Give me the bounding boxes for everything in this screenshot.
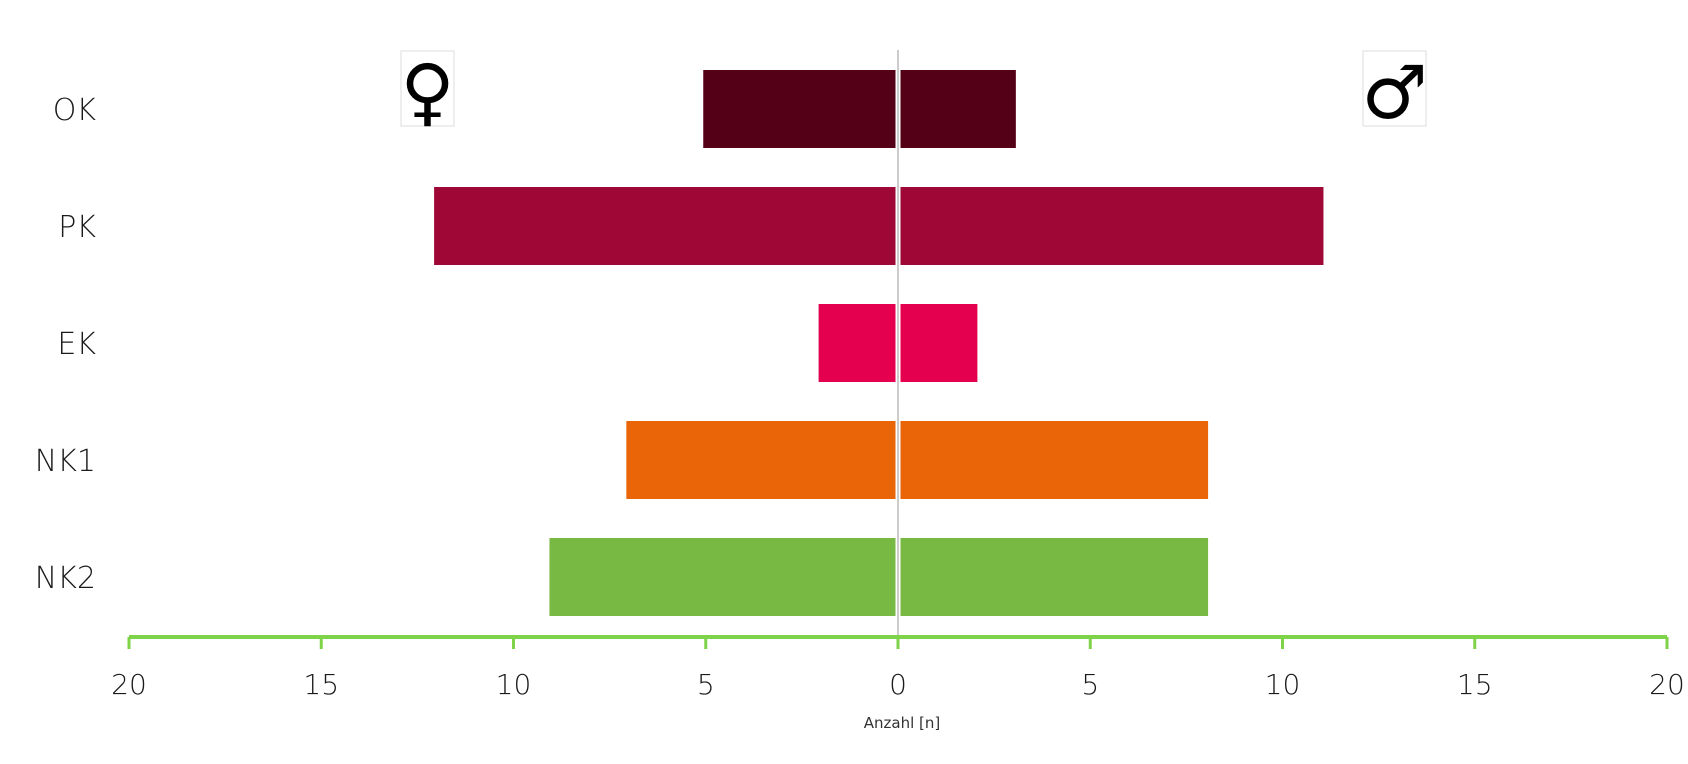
x-tick-label: 15 <box>1457 668 1493 701</box>
female-symbol-glyph: ♀ <box>400 49 454 135</box>
bar-nk1-male <box>900 421 1209 499</box>
bar-ek-male <box>900 304 978 382</box>
male-symbol-glyph: ♂ <box>1361 50 1427 136</box>
category-label-nk2: NK2 <box>35 561 96 596</box>
x-axis-title: Anzahl [n] <box>864 714 941 732</box>
category-label-ok: OK <box>53 93 97 128</box>
bar-ok-female <box>703 70 896 148</box>
bars-group <box>434 70 1324 616</box>
bar-pk-male <box>900 187 1324 265</box>
x-tick-label: 10 <box>1265 668 1301 701</box>
x-tick-label: 5 <box>697 668 715 701</box>
male-symbol-icon: ♂ <box>1361 50 1427 136</box>
x-tick-label: 15 <box>303 668 339 701</box>
bar-ok-male <box>900 70 1016 148</box>
x-tick-label: 5 <box>1081 668 1099 701</box>
x-tick-label: 20 <box>1649 668 1685 701</box>
category-label-pk: PK <box>58 210 96 245</box>
category-labels: OK PK EK NK1 NK2 <box>35 93 97 596</box>
x-tick-label: 0 <box>889 668 907 701</box>
bar-nk2-male <box>900 538 1209 616</box>
x-tick-label: 20 <box>111 668 147 701</box>
bar-nk1-female <box>626 421 896 499</box>
bar-nk2-female <box>549 538 896 616</box>
x-axis: 20 15 10 5 0 5 10 15 20 <box>111 635 1685 701</box>
female-symbol-icon: ♀ <box>400 49 454 135</box>
x-tick-label: 10 <box>496 668 532 701</box>
bar-pk-female <box>434 187 896 265</box>
category-label-ek: EK <box>57 327 96 362</box>
bar-ek-female <box>818 304 896 382</box>
category-label-nk1: NK1 <box>35 444 96 479</box>
